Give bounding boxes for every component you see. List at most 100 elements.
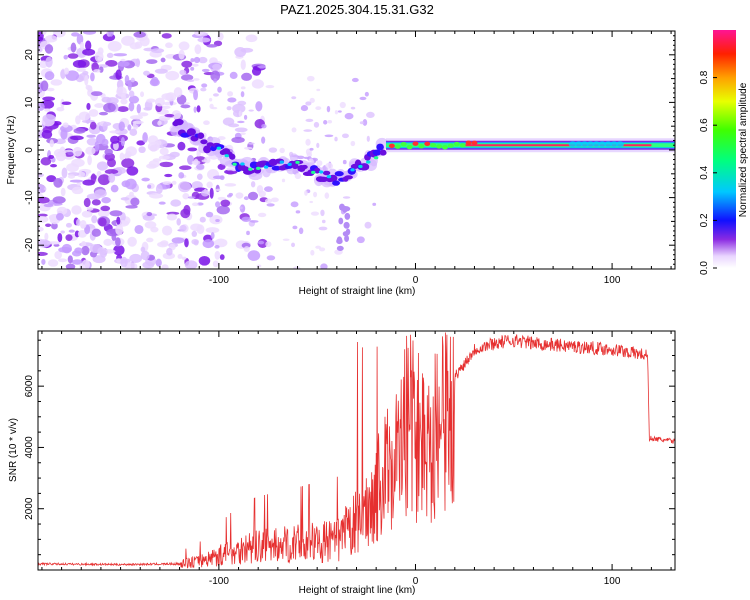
noise-blob: [104, 148, 113, 156]
noise-blob: [115, 224, 124, 236]
snr-x-label: Height of straight line (km): [299, 585, 416, 596]
noise-blob: [209, 187, 214, 199]
noise-blob: [372, 202, 377, 206]
ridge-blob: [372, 149, 382, 156]
noise-blob: [178, 181, 192, 193]
noise-blob: [205, 211, 214, 218]
noise-blob: [206, 181, 213, 189]
noise-blob: [134, 224, 144, 234]
noise-blob: [60, 230, 65, 234]
ridge-peak: [358, 164, 363, 169]
snr-y-label: SNR (10 * v/v): [8, 418, 19, 482]
noise-blob: [108, 173, 116, 183]
noise-blob: [200, 87, 207, 92]
noise-blob: [65, 70, 80, 81]
noise-blob: [54, 250, 62, 260]
noise-blob: [44, 44, 54, 54]
y-tick-label: 0: [24, 147, 35, 153]
noise-blob: [243, 246, 250, 253]
noise-blob: [194, 44, 202, 55]
noise-blob: [243, 114, 248, 120]
colorbar: [713, 30, 736, 268]
noise-blob: [109, 130, 121, 134]
noise-blob: [245, 34, 258, 43]
noise-blob: [298, 227, 304, 235]
noise-blob: [187, 147, 198, 152]
noise-blob: [201, 83, 208, 88]
snr-ticks: -100 0 100 2000 4000 6000: [24, 331, 675, 587]
noise-blob: [98, 217, 107, 227]
noise-blob: [158, 155, 170, 160]
noise-blob: [110, 184, 119, 193]
noise-blob: [179, 224, 187, 232]
noise-blob: [70, 135, 84, 141]
noise-blob: [170, 199, 182, 207]
noise-blob: [38, 102, 45, 111]
noise-blob: [309, 147, 314, 151]
noise-blob: [44, 71, 55, 81]
x-tick-label: -100: [209, 576, 229, 587]
noise-blob: [255, 101, 263, 112]
noise-blob: [316, 160, 323, 167]
noise-blob: [50, 79, 63, 86]
noise-blob: [41, 31, 47, 35]
ridge-blob: [203, 145, 212, 154]
noise-blob: [176, 218, 181, 226]
y-tick-label: 4000: [24, 436, 35, 459]
noise-blob: [342, 196, 351, 199]
noise-blob: [190, 66, 195, 71]
noise-blob: [86, 206, 94, 211]
noise-blob: [86, 193, 101, 200]
noise-blob: [101, 96, 112, 103]
noise-blob: [198, 255, 211, 266]
noise-blob: [351, 77, 359, 83]
noise-blob: [290, 201, 299, 208]
spectrogram-panel: [38, 31, 675, 269]
noise-blob: [61, 167, 68, 179]
noise-blob: [125, 205, 138, 209]
noise-blob: [78, 111, 91, 121]
noise-blob: [193, 56, 201, 64]
noise-blob: [40, 80, 49, 92]
noise-blob: [206, 44, 218, 48]
noise-blob: [90, 91, 103, 97]
colorbar-label: Normalized spectral amplitude: [738, 82, 749, 217]
noise-blob: [56, 206, 68, 215]
noise-blob: [212, 63, 222, 71]
noise-blob: [74, 247, 83, 254]
noise-blob: [148, 160, 160, 168]
noise-blob: [266, 255, 276, 261]
band-peak: [598, 141, 607, 148]
noise-blob: [196, 163, 205, 170]
noise-blob: [53, 178, 63, 188]
noise-blob: [241, 216, 251, 222]
noise-blob: [324, 134, 334, 138]
noise-blob: [41, 129, 53, 139]
ridge-peak: [287, 162, 292, 166]
noise-blob: [243, 146, 253, 150]
noise-blob: [84, 75, 89, 86]
noise-blob: [191, 230, 198, 238]
band-peak: [453, 141, 460, 147]
noise-blob: [86, 134, 96, 138]
noise-blob: [196, 173, 203, 180]
noise-blob: [324, 192, 330, 199]
noise-blob: [136, 140, 146, 146]
noise-blob: [180, 104, 191, 109]
band-peak: [471, 140, 478, 146]
noise-blob: [149, 78, 160, 87]
noise-blob: [146, 237, 154, 243]
noise-blob: [231, 136, 245, 144]
colorbar-tick-label: 0.8: [699, 70, 710, 84]
noise-blob: [323, 120, 328, 125]
noise-blob: [203, 156, 211, 164]
noise-blob: [305, 138, 311, 146]
noise-blob: [316, 142, 320, 149]
noise-blob: [210, 70, 221, 82]
noise-blob: [292, 266, 301, 269]
noise-blob: [85, 40, 92, 51]
ridge-blob: [322, 170, 331, 176]
ridge-blob: [206, 142, 214, 147]
noise-blob: [49, 139, 54, 148]
